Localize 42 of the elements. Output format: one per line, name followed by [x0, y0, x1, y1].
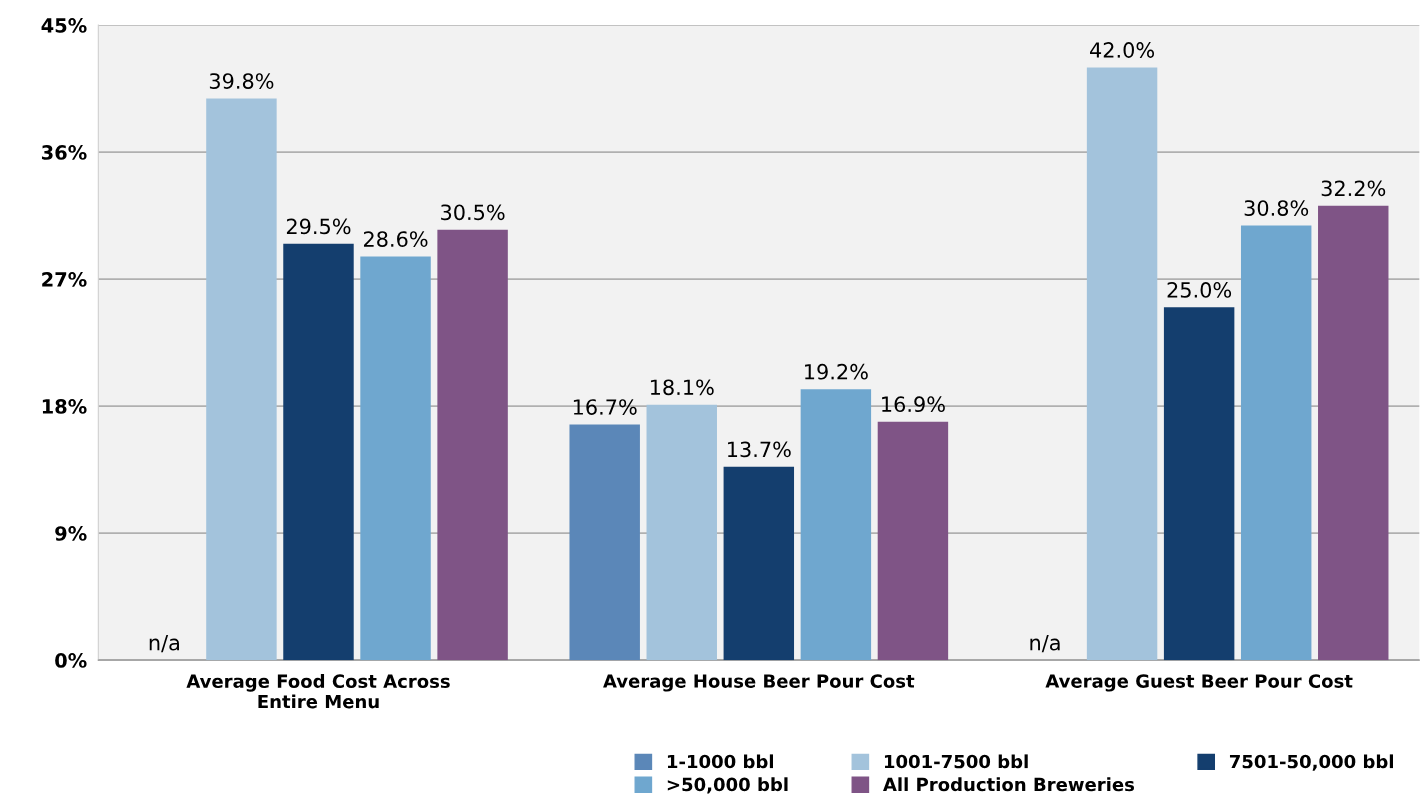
legend-label: 1001-7500 bbl — [884, 754, 1028, 769]
bar — [723, 466, 795, 661]
text: n/a — [1030, 635, 1060, 653]
data-label: 16.9% — [882, 396, 945, 413]
bar — [800, 389, 872, 661]
legend-label: >50,000 bbl — [667, 777, 788, 794]
data-label: 42.0% — [1090, 42, 1155, 58]
bar — [437, 229, 508, 661]
y-tick-label: 9% — [55, 526, 87, 541]
y-tick-label: 18% — [42, 399, 87, 414]
bar — [206, 98, 277, 661]
bar — [569, 424, 640, 661]
x-tick-label: Average Food Cost Across Entire Menu — [186, 674, 450, 709]
bar — [1240, 225, 1312, 661]
bar — [283, 243, 354, 661]
data-label: 30.5% — [441, 204, 505, 221]
bar — [1163, 307, 1235, 661]
y-tick-label: 0% — [55, 653, 87, 668]
legend-label: All Production Breweries — [883, 777, 1135, 792]
text: n/a — [149, 635, 179, 653]
legend-label: 7501-50,000 bbl — [1229, 754, 1393, 771]
data-label: 39.8% — [209, 73, 274, 89]
data-label: 25.0% — [1167, 282, 1232, 298]
data-label: 18.1% — [650, 379, 714, 396]
data-label: 29.5% — [286, 218, 351, 235]
bar — [877, 421, 949, 661]
data-label: 16.7% — [573, 399, 637, 415]
bar — [646, 404, 717, 661]
data-label: 32.2% — [1321, 180, 1386, 197]
x-tick-label: Average House Beer Pour Cost — [603, 674, 915, 692]
x-tick-label: Average Guest Beer Pour Cost — [1045, 674, 1353, 692]
data-label: 28.6% — [363, 231, 428, 247]
data-label: 19.2% — [805, 363, 868, 380]
bar — [1086, 67, 1158, 661]
data-label: 13.7% — [728, 441, 791, 458]
y-tick-label: 27% — [42, 272, 87, 287]
bar — [360, 256, 431, 661]
y-tick-label: 36% — [41, 145, 87, 160]
y-tick-label: 45% — [41, 18, 87, 33]
bar — [1318, 205, 1389, 661]
legend-label: 1-1000 bbl — [667, 754, 774, 769]
data-label: 30.8% — [1244, 200, 1309, 216]
